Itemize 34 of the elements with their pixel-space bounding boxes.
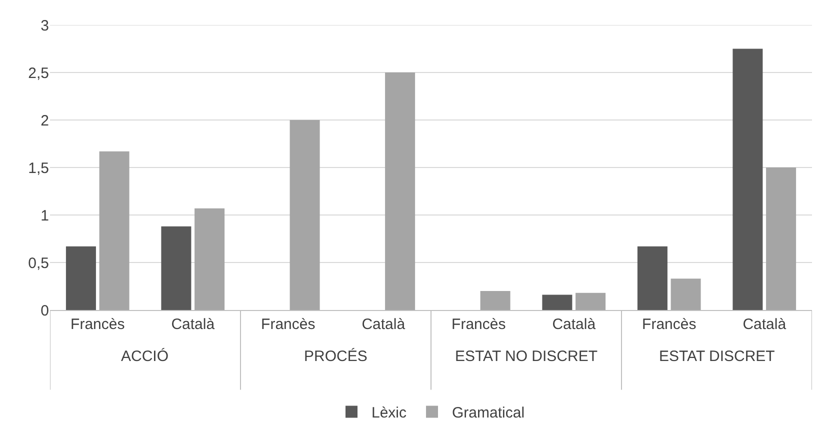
bar bbox=[66, 246, 96, 310]
bar bbox=[99, 151, 130, 310]
bar bbox=[542, 294, 572, 310]
bar bbox=[161, 226, 192, 310]
y-tick-label: 2,5 bbox=[28, 64, 49, 82]
bar bbox=[670, 278, 701, 310]
bar bbox=[637, 246, 668, 310]
x-tick-label: Català bbox=[171, 316, 216, 333]
text: PROCÉS bbox=[304, 347, 368, 365]
y-tick-label: 0,5 bbox=[28, 254, 49, 272]
x-tick-label: Català bbox=[552, 316, 596, 333]
x-tick-label: Català bbox=[362, 316, 406, 333]
y-tick-label: 1 bbox=[40, 207, 49, 224]
bar bbox=[385, 72, 416, 310]
legend-label: Gramatical bbox=[452, 404, 525, 422]
bar bbox=[290, 120, 320, 310]
x-tick-label: Francès bbox=[70, 316, 125, 333]
x-tick-label: Francès bbox=[642, 316, 696, 333]
x-tick-label: Francès bbox=[452, 316, 506, 333]
y-tick-label: 2 bbox=[40, 112, 49, 130]
bar bbox=[576, 292, 606, 310]
text: ACCIÓ bbox=[121, 347, 169, 365]
legend-label: Lèxic bbox=[372, 404, 408, 422]
bar bbox=[194, 208, 225, 310]
x-tick-label: Català bbox=[742, 316, 787, 333]
text: ESTAT DISCRET bbox=[659, 348, 775, 365]
x-tick-label: Francès bbox=[261, 316, 316, 333]
bar bbox=[766, 168, 796, 310]
y-tick-label: 0 bbox=[40, 302, 49, 320]
y-tick-label: 3 bbox=[40, 17, 49, 34]
y-tick-label: 1,5 bbox=[28, 160, 49, 177]
bar bbox=[732, 48, 763, 310]
text: ESTAT NO DISCRET bbox=[455, 348, 598, 365]
bar bbox=[480, 291, 510, 310]
